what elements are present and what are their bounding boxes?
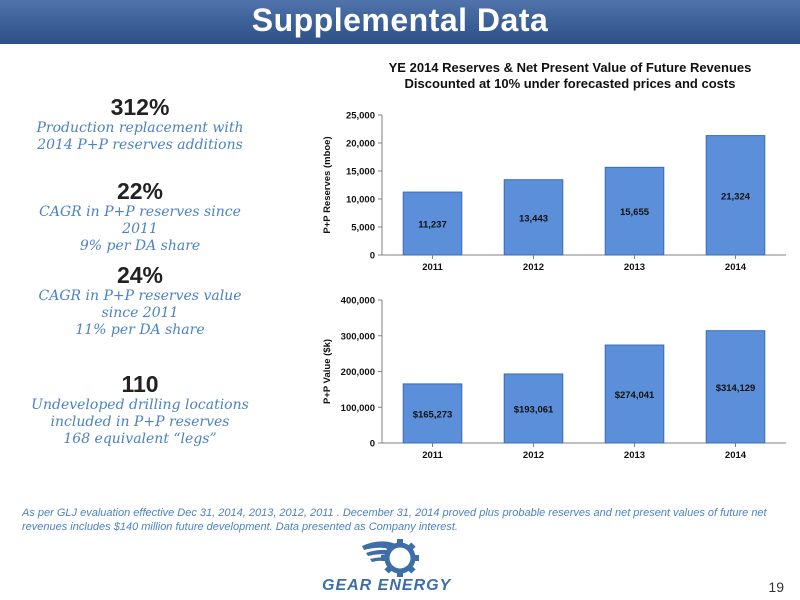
page-number: 19	[768, 579, 784, 595]
stat-drilling-locations: 110 Undeveloped drilling locations inclu…	[20, 371, 260, 448]
page-title: Supplemental Data	[251, 2, 549, 38]
header-bar: Supplemental Data	[0, 0, 800, 44]
bar	[705, 135, 766, 256]
bar	[604, 344, 665, 444]
data-label: $314,129	[716, 383, 756, 394]
y-tick-label: 5,000	[351, 223, 375, 234]
bar	[604, 166, 665, 256]
x-tick-label: 2013	[624, 262, 645, 273]
stat-cagr-value: 24% CAGR in P+P reserves value since 201…	[20, 262, 260, 339]
stat-line: CAGR in P+P reserves since 2011	[39, 204, 241, 237]
y-tick-label: 20,000	[346, 139, 375, 150]
company-logo-text: GEAR ENERGY	[322, 577, 452, 594]
y-tick-label: 400,000	[341, 296, 375, 307]
stat-line: Production replacement with	[36, 120, 244, 136]
y-tick-label: 200,000	[341, 367, 375, 378]
data-label: $193,061	[514, 404, 554, 415]
stat-line: Undeveloped drilling locations	[31, 397, 249, 413]
stat-line: since 2011	[101, 305, 179, 321]
stat-line: CAGR in P+P reserves value	[38, 288, 242, 304]
data-label: 15,655	[620, 207, 650, 218]
y-tick-label: 100,000	[341, 403, 375, 414]
chart-title-line: Discounted at 10% under forecasted price…	[404, 76, 736, 91]
y-tick-label: 0	[370, 251, 375, 262]
chart-title-line: YE 2014 Reserves & Net Present Value of …	[388, 60, 752, 75]
stat-cagr-reserves: 22% CAGR in P+P reserves since 2011 9% p…	[20, 178, 260, 255]
x-tick-label: 2012	[523, 262, 544, 273]
y-tick-label: 25,000	[346, 111, 375, 122]
gear-wing-icon	[362, 539, 419, 577]
bar	[503, 373, 564, 444]
x-tick-label: 2012	[523, 450, 544, 461]
y-tick-label: 300,000	[341, 331, 375, 342]
x-tick-label: 2011	[422, 450, 443, 461]
stat-value: 110	[121, 371, 159, 397]
data-label: 21,324	[721, 191, 751, 202]
stat-value: 22%	[116, 178, 164, 204]
x-tick-label: 2014	[725, 262, 747, 273]
bar	[402, 383, 463, 444]
y-axis-label: P+P Value ($k)	[322, 339, 333, 404]
stat-value: 312%	[110, 94, 170, 120]
stat-line: 11% per DA share	[75, 322, 205, 338]
bar	[402, 191, 463, 256]
y-tick-label: 0	[370, 439, 375, 450]
bar	[705, 330, 766, 444]
chart-title: YE 2014 Reserves & Net Present Value of …	[360, 60, 780, 92]
stat-line: 2014 P+P reserves additions	[37, 137, 243, 153]
x-tick-label: 2013	[624, 450, 645, 461]
data-label: 13,443	[519, 213, 548, 224]
stat-production-replacement: 312% Production replacement with 2014 P+…	[20, 94, 260, 154]
stat-line: included in P+P reserves	[50, 414, 230, 430]
y-tick-label: 10,000	[346, 195, 375, 206]
stat-line: 168 equivalent “legs”	[63, 431, 217, 447]
data-label: $274,041	[615, 390, 655, 401]
y-axis-label: P+P Reserves (mboe)	[322, 136, 333, 233]
data-label: 11,237	[418, 220, 447, 231]
data-label: $165,273	[413, 409, 453, 420]
x-tick-label: 2011	[422, 262, 443, 273]
stat-value: 24%	[116, 262, 164, 288]
footnote: As per GLJ evaluation effective Dec 31, …	[22, 507, 767, 533]
x-tick-label: 2014	[725, 450, 747, 461]
stat-line: 9% per DA share	[79, 238, 201, 254]
y-tick-label: 15,000	[346, 167, 375, 178]
